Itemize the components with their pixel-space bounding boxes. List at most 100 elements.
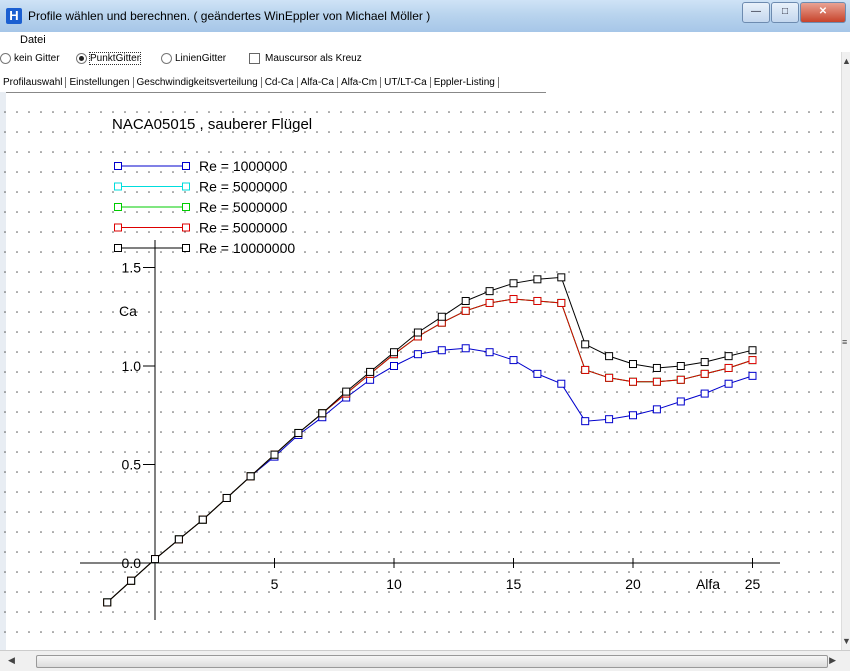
grid-dot	[724, 291, 726, 293]
menu-datei[interactable]: Datei	[20, 34, 46, 46]
tab-alfa-cm[interactable]: Alfa-Cm	[338, 76, 382, 88]
grid-dot	[124, 291, 126, 293]
checkbox-mauscursor[interactable]	[249, 53, 260, 64]
grid-dot	[808, 211, 810, 213]
grid-dot	[328, 291, 330, 293]
option-kein-gitter[interactable]: kein Gitter	[0, 53, 60, 64]
grid-dot	[220, 491, 222, 493]
grid-dot	[688, 271, 690, 273]
scroll-left-icon[interactable]: ◀	[8, 655, 15, 665]
tab-cd-ca[interactable]: Cd-Ca	[262, 76, 298, 88]
scroll-right-icon[interactable]: ▶	[829, 655, 836, 665]
grid-dot	[136, 151, 138, 153]
tab-ut-lt-ca[interactable]: UT/LT-Ca	[381, 76, 431, 88]
grid-dot	[808, 311, 810, 313]
grid-dot	[436, 471, 438, 473]
grid-dot	[724, 331, 726, 333]
tab-profilauswahl[interactable]: Profilauswahl	[0, 76, 67, 88]
grid-dot	[28, 591, 30, 593]
vertical-scrollbar[interactable]: ▲ ≡ ▼	[841, 52, 850, 652]
grid-dot	[100, 111, 102, 113]
grid-dot	[172, 491, 174, 493]
scroll-down-icon[interactable]: ▼	[842, 636, 850, 646]
grid-dot	[508, 111, 510, 113]
grid-dot	[508, 611, 510, 613]
close-button[interactable]: ✕	[800, 2, 846, 23]
grid-dot	[796, 251, 798, 253]
grid-dot	[736, 131, 738, 133]
grid-dot	[496, 151, 498, 153]
grid-dot	[616, 171, 618, 173]
grid-dot	[28, 291, 30, 293]
grid-dot	[196, 491, 198, 493]
grid-dot	[496, 431, 498, 433]
grid-dot	[712, 331, 714, 333]
grid-dot	[16, 151, 18, 153]
grid-dot	[784, 571, 786, 573]
grid-dot	[340, 411, 342, 413]
option-punkt-gitter[interactable]: PunktGitter	[76, 52, 142, 65]
option-mauscursor[interactable]: Mauscursor als Kreuz	[249, 53, 362, 64]
grid-dot	[820, 411, 822, 413]
grid-dot	[724, 511, 726, 513]
grid-dot	[340, 231, 342, 233]
horizontal-scroll-thumb[interactable]	[36, 655, 828, 668]
grid-dot	[664, 311, 666, 313]
grid-dot	[388, 571, 390, 573]
grid-dot	[448, 291, 450, 293]
grid-dot	[484, 451, 486, 453]
tab-geschwindigkeitsverteilung[interactable]: Geschwindigkeitsverteilung	[134, 76, 262, 88]
grid-dot	[4, 331, 6, 333]
grid-dot	[568, 311, 570, 313]
grid-dot	[40, 111, 42, 113]
horizontal-scrollbar[interactable]: ◀ ▶	[0, 650, 850, 671]
grid-dot	[520, 251, 522, 253]
grid-dot	[148, 371, 150, 373]
grid-dot	[16, 471, 18, 473]
tab-alfa-ca[interactable]: Alfa-Ca	[297, 76, 338, 88]
tab-eppler-listing[interactable]: Eppler-Listing	[431, 76, 499, 88]
grid-dot	[484, 131, 486, 133]
minimize-button[interactable]: —	[742, 2, 770, 23]
grid-dot	[16, 291, 18, 293]
grid-dot	[448, 431, 450, 433]
grid-dot	[412, 491, 414, 493]
grid-dot	[652, 111, 654, 113]
radio-punkt-gitter[interactable]	[76, 53, 87, 64]
data-point	[676, 375, 685, 384]
grid-dot	[268, 131, 270, 133]
series-line-4	[106, 276, 753, 603]
grid-dot	[244, 311, 246, 313]
grid-dot	[592, 471, 594, 473]
grid-dot	[316, 471, 318, 473]
grid-dot	[484, 171, 486, 173]
radio-kein-gitter[interactable]	[0, 53, 11, 64]
grid-dot	[700, 491, 702, 493]
radio-linien-gitter[interactable]	[161, 53, 172, 64]
grid-dot	[556, 371, 558, 373]
grid-dot	[256, 491, 258, 493]
grid-dot	[100, 391, 102, 393]
tab-einstellungen[interactable]: Einstellungen	[66, 76, 134, 88]
grid-dot	[616, 271, 618, 273]
grid-dot	[448, 171, 450, 173]
data-point	[533, 275, 542, 284]
grid-dot	[688, 631, 690, 633]
scroll-up-icon[interactable]: ▲	[842, 56, 850, 66]
maximize-button[interactable]: □	[771, 2, 799, 23]
grid-dot	[16, 451, 18, 453]
grid-dot	[436, 411, 438, 413]
title-bar[interactable]: H Profile wählen und berechnen. ( geände…	[0, 0, 850, 32]
grid-dot	[28, 351, 30, 353]
grid-dot	[208, 511, 210, 513]
grid-dot	[280, 171, 282, 173]
grid-dot	[220, 271, 222, 273]
grid-dot	[208, 431, 210, 433]
grid-dot	[592, 111, 594, 113]
option-linien-gitter[interactable]: LinienGitter	[161, 53, 226, 64]
grid-dot	[4, 391, 6, 393]
grid-dot	[748, 591, 750, 593]
grid-dot	[580, 231, 582, 233]
grid-dot	[280, 471, 282, 473]
grid-dot	[100, 331, 102, 333]
